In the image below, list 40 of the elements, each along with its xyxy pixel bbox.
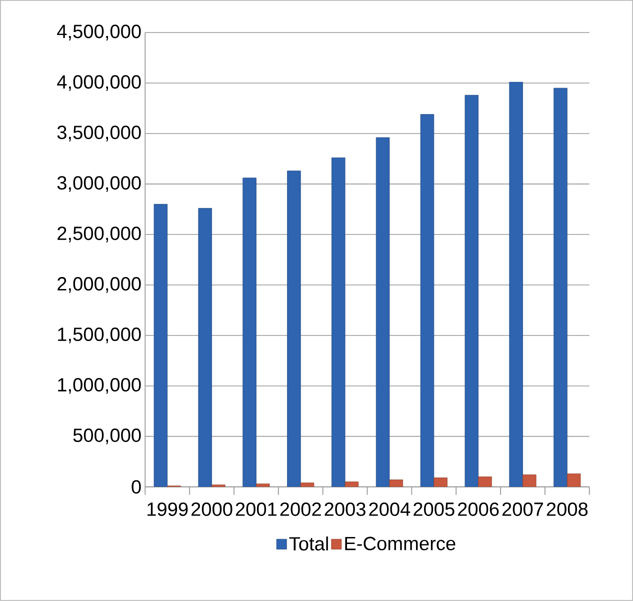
x-tick-label: 2003: [324, 502, 366, 516]
bar: [554, 88, 568, 487]
bar: [198, 208, 212, 487]
bar: [256, 484, 270, 487]
y-tick-label: 3,500,000: [57, 126, 141, 142]
bar: [344, 482, 359, 487]
x-tick-label: 2008: [546, 502, 588, 516]
y-tick-label: 3,000,000: [57, 176, 141, 192]
bar: [300, 482, 314, 487]
bar: [287, 170, 301, 487]
x-tick-label: 2002: [280, 502, 321, 516]
x-tick-label: 2000: [191, 502, 232, 516]
y-tick-label: 1,500,000: [58, 328, 141, 344]
bar: [566, 474, 581, 487]
x-tick-label: 1999: [148, 502, 188, 516]
y-tick-label: 2,000,000: [58, 277, 141, 293]
bar: [420, 114, 434, 487]
bar: [332, 158, 346, 487]
y-tick-label: 1,000,000: [58, 378, 141, 394]
legend-label: Total: [289, 536, 328, 551]
x-tick-label: 2007: [502, 502, 544, 516]
y-tick-label: 2,500,000: [58, 226, 141, 242]
bar: [242, 178, 256, 487]
bar: [522, 474, 536, 487]
bar: [509, 82, 523, 487]
bar: [389, 480, 403, 487]
bar: [434, 478, 448, 487]
x-tick-label: 2001: [236, 502, 276, 516]
bar: [478, 476, 492, 487]
y-tick-label: 4,500,000: [57, 24, 141, 41]
x-tick-label: 2004: [369, 502, 410, 516]
y-tick-label: 4,000,000: [57, 75, 141, 92]
bar: [464, 95, 479, 487]
bar: [376, 137, 390, 487]
legend-label: E-Commerce: [345, 536, 456, 550]
x-tick-label: 2006: [458, 502, 499, 516]
x-tick-label: 2005: [414, 502, 454, 516]
bar: [154, 204, 168, 487]
y-tick-label: 500,000: [73, 428, 141, 444]
y-tick-label: 0: [132, 480, 141, 494]
